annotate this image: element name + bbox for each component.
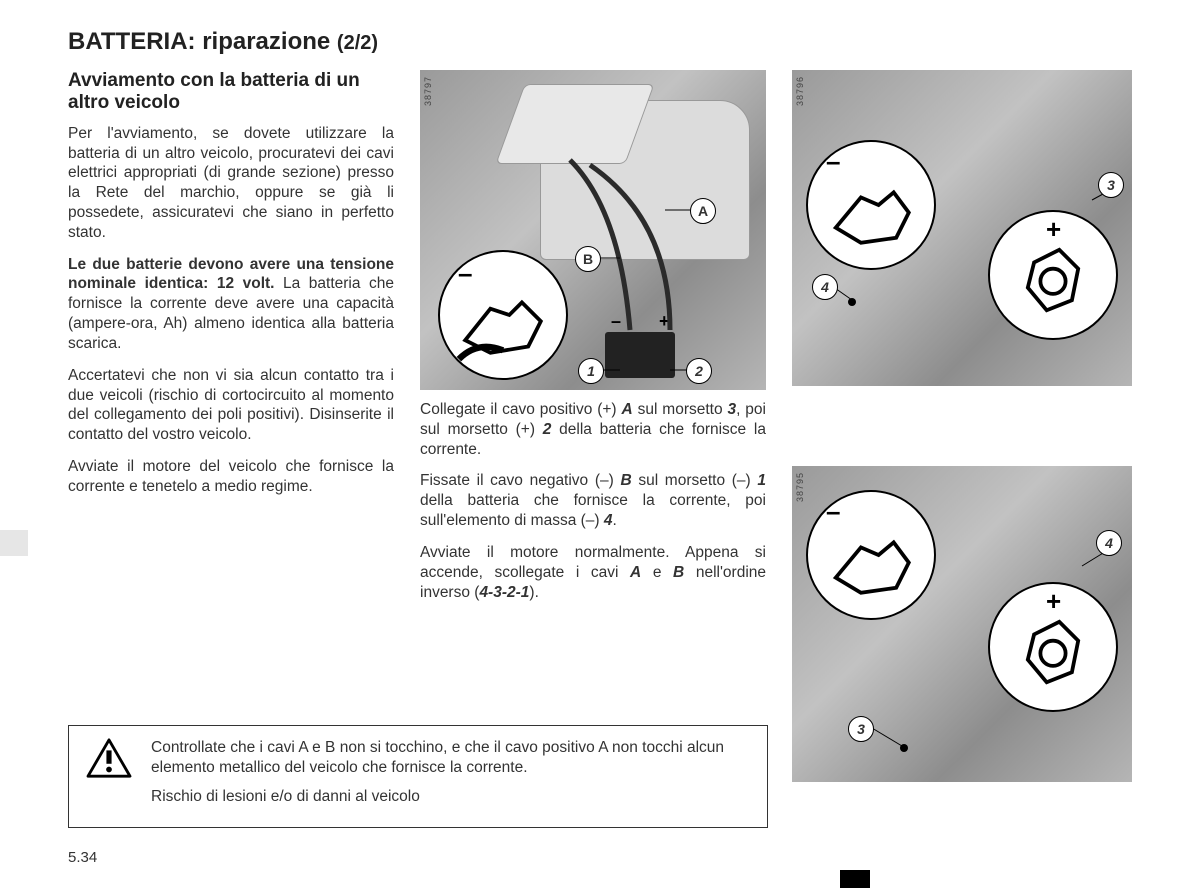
thumb-tab <box>0 530 28 556</box>
page-number: 5.34 <box>68 849 97 866</box>
callout-A: A <box>690 198 716 224</box>
callout-4-bot: 4 <box>1096 530 1122 556</box>
column-1: Avviamento con la batteria di un altro v… <box>68 70 394 792</box>
figure-top-right: 38796 – + 3 4 <box>792 70 1132 386</box>
para-4: Avviate il motore del veicolo che fornis… <box>68 457 394 497</box>
page-marker <box>840 870 870 888</box>
figure-bottom-right: 38795 – + 4 3 <box>792 466 1132 782</box>
callout-3-top: 3 <box>1098 172 1124 198</box>
col2-para-3: Avviate il motore normalmente. Appena si… <box>420 543 766 602</box>
callout-3-bot: 3 <box>848 716 874 742</box>
callout-2: 2 <box>686 358 712 384</box>
warning-p2: Rischio di lesioni e/o di danni al veico… <box>151 787 751 807</box>
warning-icon <box>85 738 133 780</box>
callout-B: B <box>575 246 601 272</box>
title-count: (2/2) <box>337 32 378 54</box>
figure-center: 38797 – – + <box>420 70 766 390</box>
para-3: Accertatevi che non vi sia alcun contatt… <box>68 366 394 445</box>
page-title: BATTERIA: riparazione (2/2) <box>68 28 1132 56</box>
para-1: Per l'avviamento, se dovete utilizzare l… <box>68 124 394 243</box>
content-columns: Avviamento con la batteria di un altro v… <box>68 70 1132 792</box>
column-3: 38796 – + 3 4 <box>792 70 1132 792</box>
column-2: 38797 – – + <box>420 70 766 792</box>
title-main: BATTERIA: riparazione <box>68 28 330 55</box>
callout-4-top: 4 <box>812 274 838 300</box>
warning-p1: Controllate che i cavi A e B non si tocc… <box>151 738 751 779</box>
warning-text: Controllate che i cavi A e B non si tocc… <box>151 738 751 815</box>
para-2: Le due batterie devono avere una tension… <box>68 255 394 354</box>
col2-para-1: Collegate il cavo positivo (+) A sul mor… <box>420 400 766 459</box>
warning-box: Controllate che i cavi A e B non si tocc… <box>68 725 768 828</box>
col2-para-2: Fissate il cavo negativo (–) B sul morse… <box>420 471 766 530</box>
callout-1: 1 <box>578 358 604 384</box>
section-heading: Avviamento con la batteria di un altro v… <box>68 70 394 114</box>
